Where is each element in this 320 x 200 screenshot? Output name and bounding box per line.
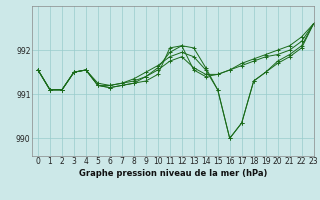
X-axis label: Graphe pression niveau de la mer (hPa): Graphe pression niveau de la mer (hPa) xyxy=(79,169,267,178)
